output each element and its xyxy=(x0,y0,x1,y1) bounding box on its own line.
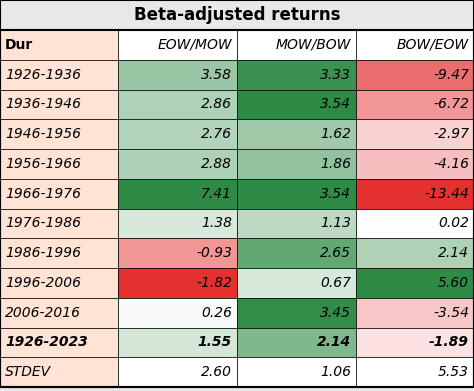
Bar xyxy=(356,298,474,328)
Text: 2.65: 2.65 xyxy=(320,246,351,260)
Bar xyxy=(118,60,237,90)
Text: -2.97: -2.97 xyxy=(433,127,469,141)
Bar xyxy=(0,119,118,149)
Text: MOW/BOW: MOW/BOW xyxy=(275,38,351,52)
Text: 1.13: 1.13 xyxy=(320,216,351,230)
Bar xyxy=(356,149,474,179)
Bar xyxy=(0,60,118,90)
Bar xyxy=(0,238,118,268)
Bar xyxy=(118,298,237,328)
Bar xyxy=(237,328,356,357)
Bar xyxy=(0,357,118,387)
Text: 1976-1986: 1976-1986 xyxy=(5,216,81,230)
Bar xyxy=(118,179,237,208)
Text: 1946-1956: 1946-1956 xyxy=(5,127,81,141)
Text: 5.60: 5.60 xyxy=(438,276,469,290)
Bar xyxy=(0,30,118,60)
Text: 3.54: 3.54 xyxy=(320,187,351,201)
Bar xyxy=(237,298,356,328)
Bar xyxy=(356,119,474,149)
Text: -3.54: -3.54 xyxy=(433,306,469,319)
Text: 1926-2023: 1926-2023 xyxy=(5,335,88,350)
Text: 2.14: 2.14 xyxy=(438,246,469,260)
Bar xyxy=(0,149,118,179)
Text: 3.45: 3.45 xyxy=(320,306,351,319)
Bar xyxy=(118,357,237,387)
Text: 1986-1996: 1986-1996 xyxy=(5,246,81,260)
Text: 1996-2006: 1996-2006 xyxy=(5,276,81,290)
Text: STDEV: STDEV xyxy=(5,365,51,379)
Bar xyxy=(118,328,237,357)
Text: 1.55: 1.55 xyxy=(198,335,232,350)
Bar xyxy=(0,268,118,298)
Bar xyxy=(237,208,356,238)
Text: 7.41: 7.41 xyxy=(201,187,232,201)
Text: Dur: Dur xyxy=(5,38,33,52)
Bar xyxy=(237,30,356,60)
Bar xyxy=(118,238,237,268)
Text: -13.44: -13.44 xyxy=(424,187,469,201)
Text: 5.53: 5.53 xyxy=(438,365,469,379)
Text: Beta-adjusted returns: Beta-adjusted returns xyxy=(134,6,340,24)
Text: -1.89: -1.89 xyxy=(429,335,469,350)
Bar xyxy=(118,208,237,238)
Bar xyxy=(0,298,118,328)
Text: 3.54: 3.54 xyxy=(320,97,351,111)
Text: EOW/MOW: EOW/MOW xyxy=(157,38,232,52)
Bar xyxy=(237,179,356,208)
Bar xyxy=(356,328,474,357)
Text: 1956-1966: 1956-1966 xyxy=(5,157,81,171)
Bar xyxy=(0,179,118,208)
Bar xyxy=(118,30,237,60)
Text: 0.26: 0.26 xyxy=(201,306,232,319)
Bar xyxy=(237,238,356,268)
Text: -1.82: -1.82 xyxy=(196,276,232,290)
Text: 0.02: 0.02 xyxy=(438,216,469,230)
Text: -0.93: -0.93 xyxy=(196,246,232,260)
Bar xyxy=(118,119,237,149)
Bar xyxy=(237,149,356,179)
Text: 1.06: 1.06 xyxy=(320,365,351,379)
Text: 2.88: 2.88 xyxy=(201,157,232,171)
Bar xyxy=(237,90,356,119)
Text: 2.14: 2.14 xyxy=(317,335,351,350)
Bar xyxy=(356,30,474,60)
Bar xyxy=(237,357,356,387)
Text: -4.16: -4.16 xyxy=(433,157,469,171)
Bar xyxy=(118,149,237,179)
Bar xyxy=(356,179,474,208)
Bar xyxy=(356,238,474,268)
Text: 1.62: 1.62 xyxy=(320,127,351,141)
Bar xyxy=(356,357,474,387)
Bar xyxy=(356,60,474,90)
Text: 1926-1936: 1926-1936 xyxy=(5,68,81,82)
Text: 3.33: 3.33 xyxy=(320,68,351,82)
Bar xyxy=(237,268,356,298)
Text: -6.72: -6.72 xyxy=(433,97,469,111)
Bar xyxy=(356,90,474,119)
Text: 1966-1976: 1966-1976 xyxy=(5,187,81,201)
Bar xyxy=(0,328,118,357)
Bar xyxy=(237,119,356,149)
Text: 2.86: 2.86 xyxy=(201,97,232,111)
Bar xyxy=(356,268,474,298)
Text: 2006-2016: 2006-2016 xyxy=(5,306,81,319)
Text: 1.86: 1.86 xyxy=(320,157,351,171)
Text: 2.60: 2.60 xyxy=(201,365,232,379)
Text: 1936-1946: 1936-1946 xyxy=(5,97,81,111)
Text: 0.67: 0.67 xyxy=(320,276,351,290)
Bar xyxy=(118,90,237,119)
Text: 1.38: 1.38 xyxy=(201,216,232,230)
Text: BOW/EOW: BOW/EOW xyxy=(397,38,469,52)
Text: -9.47: -9.47 xyxy=(433,68,469,82)
Bar xyxy=(237,60,356,90)
Bar xyxy=(0,208,118,238)
Bar xyxy=(356,208,474,238)
Text: 2.76: 2.76 xyxy=(201,127,232,141)
Bar xyxy=(118,268,237,298)
Bar xyxy=(0,90,118,119)
Text: 3.58: 3.58 xyxy=(201,68,232,82)
